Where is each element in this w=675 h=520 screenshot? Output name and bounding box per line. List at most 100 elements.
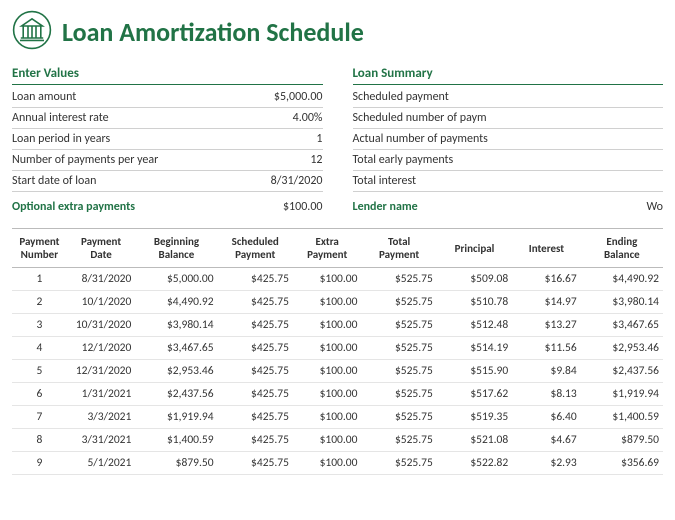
table-cell: $2.93: [512, 452, 581, 475]
table-cell: $100.00: [293, 337, 362, 360]
loan-summary-row: Total interest: [353, 171, 664, 192]
lender-value[interactable]: Wo: [647, 200, 664, 214]
ev-value[interactable]: 4.00%: [243, 111, 323, 125]
ls-label: Total interest: [353, 174, 584, 188]
ls-label: Scheduled payment: [353, 90, 584, 104]
table-cell: $517.62: [437, 383, 512, 406]
loan-summary-heading: Loan Summary: [353, 66, 664, 85]
table-cell: 6: [12, 383, 67, 406]
table-cell: 10/31/2020: [67, 314, 136, 337]
table-cell: $4,490.92: [581, 268, 663, 291]
table-cell: 3: [12, 314, 67, 337]
table-cell: $525.75: [361, 406, 436, 429]
table-header-cell: TotalPayment: [361, 229, 436, 268]
table-cell: $100.00: [293, 429, 362, 452]
bank-icon: [12, 10, 52, 54]
enter-values-row: Loan amount$5,000.00: [12, 87, 323, 108]
table-cell: $425.75: [218, 337, 293, 360]
table-cell: 9: [12, 452, 67, 475]
table-cell: $4.67: [512, 429, 581, 452]
ev-value[interactable]: 1: [243, 132, 323, 146]
ev-label: Loan period in years: [12, 132, 243, 146]
table-cell: $519.35: [437, 406, 512, 429]
table-cell: $525.75: [361, 268, 436, 291]
ev-label: Number of payments per year: [12, 153, 243, 167]
ev-value[interactable]: 8/31/2020: [243, 174, 323, 188]
table-header-cell: ExtraPayment: [293, 229, 362, 268]
table-cell: $1,919.94: [135, 406, 217, 429]
table-cell: $1,400.59: [581, 406, 663, 429]
table-row: 95/1/2021$879.50$425.75$100.00$525.75$52…: [12, 452, 663, 475]
table-cell: $2,953.46: [135, 360, 217, 383]
top-section: Enter Values Loan amount$5,000.00Annual …: [0, 62, 675, 218]
table-cell: 10/1/2020: [67, 291, 136, 314]
loan-summary-row: Scheduled number of paym: [353, 108, 664, 129]
extra-payments-value[interactable]: $100.00: [283, 200, 323, 214]
ls-label: Total early payments: [353, 153, 584, 167]
extra-payments-label: Optional extra payments: [12, 200, 135, 214]
table-header-cell: EndingBalance: [581, 229, 663, 268]
table-row: 61/31/2021$2,437.56$425.75$100.00$525.75…: [12, 383, 663, 406]
table-cell: $2,437.56: [581, 360, 663, 383]
enter-values-row: Start date of loan8/31/2020: [12, 171, 323, 192]
table-cell: $2,437.56: [135, 383, 217, 406]
table-cell: $525.75: [361, 360, 436, 383]
enter-values-row: Number of payments per year12: [12, 150, 323, 171]
table-cell: 7: [12, 406, 67, 429]
table-cell: $525.75: [361, 337, 436, 360]
table-cell: $5,000.00: [135, 268, 217, 291]
enter-values-row: Loan period in years1: [12, 129, 323, 150]
table-cell: $425.75: [218, 383, 293, 406]
table-cell: 5: [12, 360, 67, 383]
table-row: 310/31/2020$3,980.14$425.75$100.00$525.7…: [12, 314, 663, 337]
table-header-row: PaymentNumberPaymentDateBeginningBalance…: [12, 229, 663, 268]
table-cell: 1: [12, 268, 67, 291]
table-cell: $425.75: [218, 268, 293, 291]
table-cell: $100.00: [293, 360, 362, 383]
table-row: 83/31/2021$1,400.59$425.75$100.00$525.75…: [12, 429, 663, 452]
table-cell: $509.08: [437, 268, 512, 291]
table-cell: $425.75: [218, 360, 293, 383]
table-cell: $514.19: [437, 337, 512, 360]
table-row: 73/3/2021$1,919.94$425.75$100.00$525.75$…: [12, 406, 663, 429]
table-header-cell: PaymentDate: [67, 229, 136, 268]
table-cell: $425.75: [218, 314, 293, 337]
table-row: 512/31/2020$2,953.46$425.75$100.00$525.7…: [12, 360, 663, 383]
ls-value: [583, 111, 663, 125]
table-header-cell: Principal: [437, 229, 512, 268]
table-cell: $512.48: [437, 314, 512, 337]
table-header-cell: Interest: [512, 229, 581, 268]
table-cell: 3/31/2021: [67, 429, 136, 452]
table-cell: $100.00: [293, 268, 362, 291]
table-cell: $425.75: [218, 291, 293, 314]
ls-value: [583, 153, 663, 167]
table-cell: $522.82: [437, 452, 512, 475]
extra-payments-row: Optional extra payments $100.00: [12, 192, 323, 218]
table-cell: $356.69: [581, 452, 663, 475]
table-cell: $879.50: [135, 452, 217, 475]
table-cell: $425.75: [218, 406, 293, 429]
table-cell: $13.27: [512, 314, 581, 337]
table-cell: $100.00: [293, 314, 362, 337]
table-cell: $8.13: [512, 383, 581, 406]
table-cell: $1,400.59: [135, 429, 217, 452]
ev-value[interactable]: 12: [243, 153, 323, 167]
schedule-table-wrap: PaymentNumberPaymentDateBeginningBalance…: [0, 218, 675, 475]
table-cell: $2,953.46: [581, 337, 663, 360]
loan-summary-row: Scheduled payment: [353, 87, 664, 108]
table-cell: 8: [12, 429, 67, 452]
page-title: Loan Amortization Schedule: [62, 16, 364, 48]
ls-value: [583, 174, 663, 188]
table-cell: $4,490.92: [135, 291, 217, 314]
table-cell: 4: [12, 337, 67, 360]
loan-summary-row: Actual number of payments: [353, 129, 664, 150]
table-cell: $3,467.65: [581, 314, 663, 337]
table-cell: $1,919.94: [581, 383, 663, 406]
ls-label: Actual number of payments: [353, 132, 584, 146]
ev-label: Loan amount: [12, 90, 243, 104]
table-header-cell: PaymentNumber: [12, 229, 67, 268]
table-cell: $525.75: [361, 429, 436, 452]
ls-value: [583, 90, 663, 104]
table-cell: 8/31/2020: [67, 268, 136, 291]
ev-value[interactable]: $5,000.00: [243, 90, 323, 104]
